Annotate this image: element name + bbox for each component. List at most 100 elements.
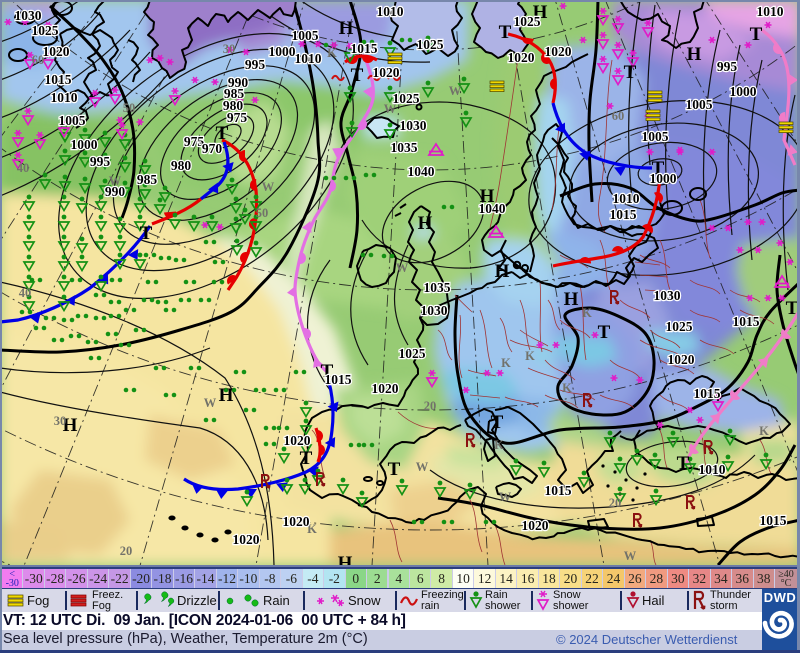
svg-text:980: 980 <box>171 158 192 173</box>
svg-text:1020: 1020 <box>43 44 70 59</box>
svg-text:1020: 1020 <box>668 352 695 367</box>
svg-text:1025: 1025 <box>399 346 426 361</box>
svg-text:1005: 1005 <box>686 97 713 112</box>
svg-text:T: T <box>598 322 611 343</box>
svg-text:50: 50 <box>123 101 136 115</box>
svg-text:30: 30 <box>54 414 67 428</box>
svg-text:T: T <box>321 361 334 382</box>
svg-text:1020: 1020 <box>522 518 549 533</box>
svg-text:H: H <box>495 261 510 282</box>
svg-text:985: 985 <box>137 172 158 187</box>
svg-text:990: 990 <box>228 75 249 90</box>
svg-text:1015: 1015 <box>694 386 721 401</box>
svg-text:1010: 1010 <box>757 4 784 19</box>
svg-text:50: 50 <box>256 206 269 220</box>
svg-text:1030: 1030 <box>654 288 681 303</box>
svg-text:1040: 1040 <box>479 201 506 216</box>
svg-text:1010: 1010 <box>613 191 640 206</box>
svg-text:1005: 1005 <box>292 28 319 43</box>
svg-text:20: 20 <box>120 544 133 558</box>
svg-text:T: T <box>624 62 637 83</box>
svg-text:H: H <box>339 18 354 39</box>
svg-text:H: H <box>219 385 234 406</box>
svg-text:20: 20 <box>424 399 437 413</box>
svg-text:1015: 1015 <box>351 41 378 56</box>
svg-text:W: W <box>109 174 122 188</box>
svg-text:1020: 1020 <box>284 433 311 448</box>
svg-text:1030: 1030 <box>400 118 427 133</box>
svg-text:1020: 1020 <box>372 381 399 396</box>
svg-text:T: T <box>351 65 364 86</box>
svg-text:30: 30 <box>223 42 236 56</box>
svg-text:W: W <box>449 84 462 98</box>
svg-text:1025: 1025 <box>514 14 541 29</box>
svg-text:T: T <box>786 298 799 319</box>
svg-text:K: K <box>759 424 769 438</box>
svg-text:T: T <box>216 123 229 144</box>
svg-text:H: H <box>564 289 579 310</box>
svg-text:H: H <box>418 213 433 234</box>
svg-text:1005: 1005 <box>59 113 86 128</box>
svg-text:1015: 1015 <box>325 372 352 387</box>
svg-text:K: K <box>501 356 511 370</box>
svg-text:1035: 1035 <box>391 140 418 155</box>
svg-text:W: W <box>204 396 217 410</box>
svg-text:T: T <box>652 158 665 179</box>
svg-text:980: 980 <box>223 98 244 113</box>
svg-text:970: 970 <box>202 141 223 156</box>
svg-text:H: H <box>687 44 702 65</box>
svg-text:1020: 1020 <box>373 65 400 80</box>
svg-text:1015: 1015 <box>610 207 637 222</box>
svg-text:1015: 1015 <box>45 72 72 87</box>
svg-text:1010: 1010 <box>699 462 726 477</box>
svg-text:K: K <box>582 306 592 320</box>
svg-text:W: W <box>262 180 275 194</box>
svg-text:1020: 1020 <box>283 514 310 529</box>
svg-text:995: 995 <box>717 59 738 74</box>
svg-text:40: 40 <box>17 161 30 175</box>
svg-text:T: T <box>388 459 401 480</box>
svg-text:K: K <box>525 349 535 363</box>
svg-text:1010: 1010 <box>377 4 404 19</box>
svg-text:1025: 1025 <box>666 319 693 334</box>
svg-text:1020: 1020 <box>233 532 260 547</box>
svg-text:H: H <box>480 186 495 207</box>
svg-text:W: W <box>396 261 409 275</box>
svg-text:20: 20 <box>609 496 622 510</box>
svg-text:1015: 1015 <box>760 513 787 528</box>
svg-text:995: 995 <box>245 57 266 72</box>
svg-text:W: W <box>416 460 429 474</box>
svg-text:T: T <box>491 412 504 433</box>
svg-text:60: 60 <box>32 53 45 67</box>
svg-text:T: T <box>677 453 690 474</box>
svg-text:995: 995 <box>90 154 111 169</box>
svg-text:975: 975 <box>184 134 205 149</box>
svg-text:1015: 1015 <box>733 314 760 329</box>
svg-text:T: T <box>140 223 153 244</box>
svg-text:T: T <box>499 22 512 43</box>
svg-text:H: H <box>63 415 78 436</box>
svg-text:1040: 1040 <box>408 164 435 179</box>
svg-text:H: H <box>338 553 353 565</box>
svg-text:1000: 1000 <box>71 137 98 152</box>
svg-text:1035: 1035 <box>424 280 451 295</box>
svg-text:1000: 1000 <box>269 44 296 59</box>
svg-text:T: T <box>750 24 763 45</box>
svg-text:1025: 1025 <box>417 37 444 52</box>
svg-text:1025: 1025 <box>393 91 420 106</box>
svg-text:K: K <box>307 522 317 536</box>
svg-text:1010: 1010 <box>295 51 322 66</box>
svg-text:1025: 1025 <box>32 23 59 38</box>
svg-text:1000: 1000 <box>730 84 757 99</box>
svg-text:60: 60 <box>612 109 625 123</box>
svg-text:1010: 1010 <box>51 90 78 105</box>
svg-text:1030: 1030 <box>15 8 42 23</box>
svg-text:W: W <box>384 102 397 116</box>
svg-text:975: 975 <box>227 110 248 125</box>
svg-text:1000: 1000 <box>650 171 677 186</box>
svg-text:1005: 1005 <box>642 129 669 144</box>
svg-text:985: 985 <box>224 86 245 101</box>
svg-text:H: H <box>533 2 548 23</box>
svg-text:1030: 1030 <box>421 303 448 318</box>
svg-text:K: K <box>562 381 572 395</box>
